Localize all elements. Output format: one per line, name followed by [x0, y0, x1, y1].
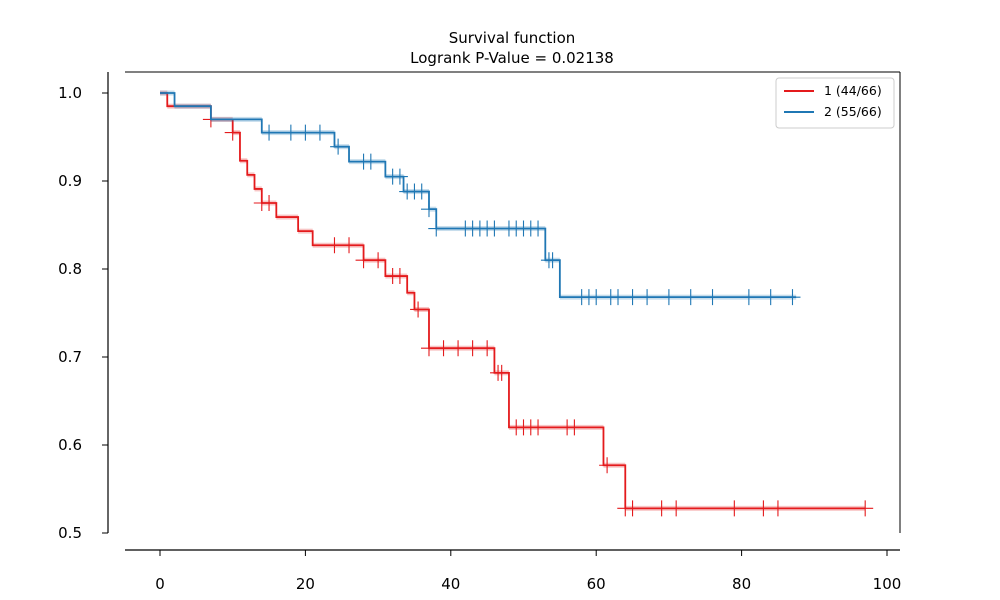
y-tick-label: 0.7 — [58, 348, 82, 366]
censor-mark — [330, 138, 347, 155]
censor-mark — [224, 124, 241, 141]
censor-mark — [660, 289, 677, 306]
censor-mark — [311, 124, 328, 141]
censor-mark — [391, 268, 408, 285]
censor-mark — [261, 195, 278, 211]
censor-mark — [624, 500, 641, 517]
censor-mark — [326, 237, 343, 254]
censor-mark — [410, 301, 427, 318]
censor-mark — [450, 340, 467, 357]
censor-mark — [479, 340, 496, 357]
y-tick-label: 0.9 — [58, 172, 82, 190]
legend-label-series-2: 2 (55/66) — [824, 104, 882, 119]
censor-mark — [610, 289, 627, 306]
x-tick-label: 100 — [873, 575, 902, 593]
censor-mark — [420, 340, 437, 357]
censor-mark — [530, 419, 547, 436]
censor-mark — [530, 220, 547, 237]
y-tick-label: 0.8 — [58, 260, 82, 278]
censor-mark — [599, 457, 616, 474]
plot-area — [160, 90, 874, 517]
censor-mark — [639, 289, 656, 306]
censor-mark — [493, 364, 510, 381]
censor-mark — [282, 124, 299, 141]
y-tick-label: 0.6 — [58, 436, 82, 454]
censor-mark — [624, 289, 641, 306]
y-axis-ticks: 0.5 0.6 0.7 0.8 0.9 1.0 — [58, 84, 108, 542]
legend: 1 (44/66) 2 (55/66) — [775, 77, 895, 129]
censor-mark — [682, 289, 699, 306]
censor-mark — [653, 500, 670, 517]
censor-mark — [755, 500, 772, 517]
censor-mark — [769, 500, 786, 517]
x-tick-label: 80 — [732, 575, 751, 593]
censor-mark — [464, 340, 481, 357]
censor-mark — [362, 153, 379, 170]
x-tick-label: 60 — [587, 575, 606, 593]
censor-mark — [566, 419, 583, 436]
censor-mark — [857, 500, 874, 517]
censor-mark — [261, 124, 278, 141]
chart-title: Survival function — [449, 29, 576, 47]
censor-mark — [762, 289, 779, 306]
censor-mark — [420, 201, 437, 218]
x-axis-ticks: 0 20 40 60 80 100 — [155, 550, 901, 593]
legend-label-series-1: 1 (44/66) — [824, 83, 882, 98]
censor-mark — [435, 340, 452, 357]
censor-mark — [297, 124, 314, 141]
censor-mark — [391, 168, 408, 185]
censor-mark — [544, 252, 561, 269]
censor-mark — [370, 252, 387, 269]
censor-mark — [355, 252, 372, 269]
censor-mark — [486, 220, 503, 237]
censor-mark — [413, 183, 430, 200]
censor-mark — [341, 237, 358, 254]
survival-step-line — [160, 92, 797, 299]
censor-mark — [704, 289, 721, 306]
x-tick-label: 20 — [296, 575, 315, 593]
y-tick-label: 1.0 — [58, 84, 82, 102]
censor-mark — [740, 289, 757, 306]
censor-mark — [784, 289, 801, 306]
x-tick-label: 40 — [441, 575, 460, 593]
chart-subtitle: Logrank P-Value = 0.02138 — [410, 49, 614, 67]
censor-mark — [668, 500, 685, 517]
censor-mark — [726, 500, 743, 517]
series-2 — [160, 90, 801, 306]
x-tick-label: 0 — [155, 575, 165, 593]
series-1 — [160, 90, 874, 517]
survival-step-line — [160, 92, 866, 510]
censor-mark — [428, 220, 445, 237]
censor-mark — [588, 289, 605, 306]
y-tick-label: 0.5 — [58, 524, 82, 542]
